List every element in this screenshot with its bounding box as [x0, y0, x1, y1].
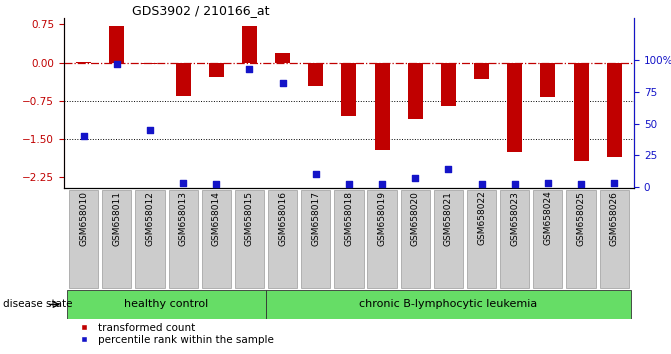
- Text: GSM658018: GSM658018: [344, 191, 354, 246]
- Point: [609, 180, 619, 186]
- Bar: [176, 63, 191, 96]
- Bar: [142, 63, 158, 64]
- Bar: [242, 26, 257, 63]
- Point: [211, 182, 221, 187]
- Point: [376, 182, 387, 187]
- Point: [410, 175, 421, 181]
- Point: [509, 182, 520, 187]
- Text: GSM658020: GSM658020: [411, 191, 420, 246]
- Text: chronic B-lymphocytic leukemia: chronic B-lymphocytic leukemia: [359, 299, 537, 309]
- Text: GSM658015: GSM658015: [245, 191, 254, 246]
- FancyBboxPatch shape: [401, 190, 430, 288]
- FancyBboxPatch shape: [368, 190, 397, 288]
- Text: GSM658022: GSM658022: [477, 191, 486, 245]
- Text: GSM658013: GSM658013: [178, 191, 188, 246]
- Point: [344, 182, 354, 187]
- Bar: [342, 63, 356, 116]
- Text: disease state: disease state: [3, 299, 73, 309]
- Bar: [275, 53, 290, 63]
- FancyBboxPatch shape: [67, 290, 266, 319]
- FancyBboxPatch shape: [102, 190, 132, 288]
- Bar: [109, 26, 124, 63]
- Bar: [408, 63, 423, 119]
- Point: [79, 133, 89, 139]
- Point: [277, 80, 288, 86]
- FancyBboxPatch shape: [467, 190, 496, 288]
- Point: [543, 180, 554, 186]
- FancyBboxPatch shape: [266, 290, 631, 319]
- FancyBboxPatch shape: [500, 190, 529, 288]
- FancyBboxPatch shape: [533, 190, 562, 288]
- Text: GSM658019: GSM658019: [378, 191, 386, 246]
- Bar: [209, 63, 223, 77]
- FancyBboxPatch shape: [434, 190, 463, 288]
- FancyBboxPatch shape: [235, 190, 264, 288]
- Point: [111, 62, 122, 67]
- Text: GSM658021: GSM658021: [444, 191, 453, 246]
- Bar: [540, 63, 556, 97]
- Bar: [607, 63, 621, 157]
- Text: GSM658014: GSM658014: [212, 191, 221, 246]
- Point: [476, 182, 487, 187]
- Point: [576, 182, 586, 187]
- Legend: transformed count, percentile rank within the sample: transformed count, percentile rank withi…: [69, 318, 278, 349]
- Bar: [374, 63, 390, 150]
- FancyBboxPatch shape: [136, 190, 164, 288]
- Bar: [308, 63, 323, 86]
- FancyBboxPatch shape: [202, 190, 231, 288]
- Bar: [574, 63, 588, 161]
- Text: GSM658024: GSM658024: [544, 191, 552, 245]
- FancyBboxPatch shape: [168, 190, 198, 288]
- Text: GDS3902 / 210166_at: GDS3902 / 210166_at: [132, 4, 270, 17]
- FancyBboxPatch shape: [69, 190, 98, 288]
- Text: GSM658023: GSM658023: [510, 191, 519, 246]
- FancyBboxPatch shape: [301, 190, 330, 288]
- Text: GSM658017: GSM658017: [311, 191, 320, 246]
- FancyBboxPatch shape: [566, 190, 596, 288]
- Text: GSM658010: GSM658010: [79, 191, 88, 246]
- Text: GSM658011: GSM658011: [112, 191, 121, 246]
- Text: GSM658012: GSM658012: [146, 191, 154, 246]
- Bar: [441, 63, 456, 106]
- Text: GSM658026: GSM658026: [610, 191, 619, 246]
- Text: healthy control: healthy control: [124, 299, 209, 309]
- Point: [443, 166, 454, 172]
- FancyBboxPatch shape: [334, 190, 364, 288]
- Point: [311, 171, 321, 177]
- FancyBboxPatch shape: [268, 190, 297, 288]
- Point: [244, 67, 255, 72]
- Point: [144, 127, 155, 133]
- Bar: [474, 63, 489, 79]
- Text: GSM658016: GSM658016: [278, 191, 287, 246]
- Text: GSM658025: GSM658025: [576, 191, 586, 246]
- Bar: [507, 63, 522, 152]
- Point: [178, 180, 189, 186]
- Bar: [76, 62, 91, 63]
- FancyBboxPatch shape: [600, 190, 629, 288]
